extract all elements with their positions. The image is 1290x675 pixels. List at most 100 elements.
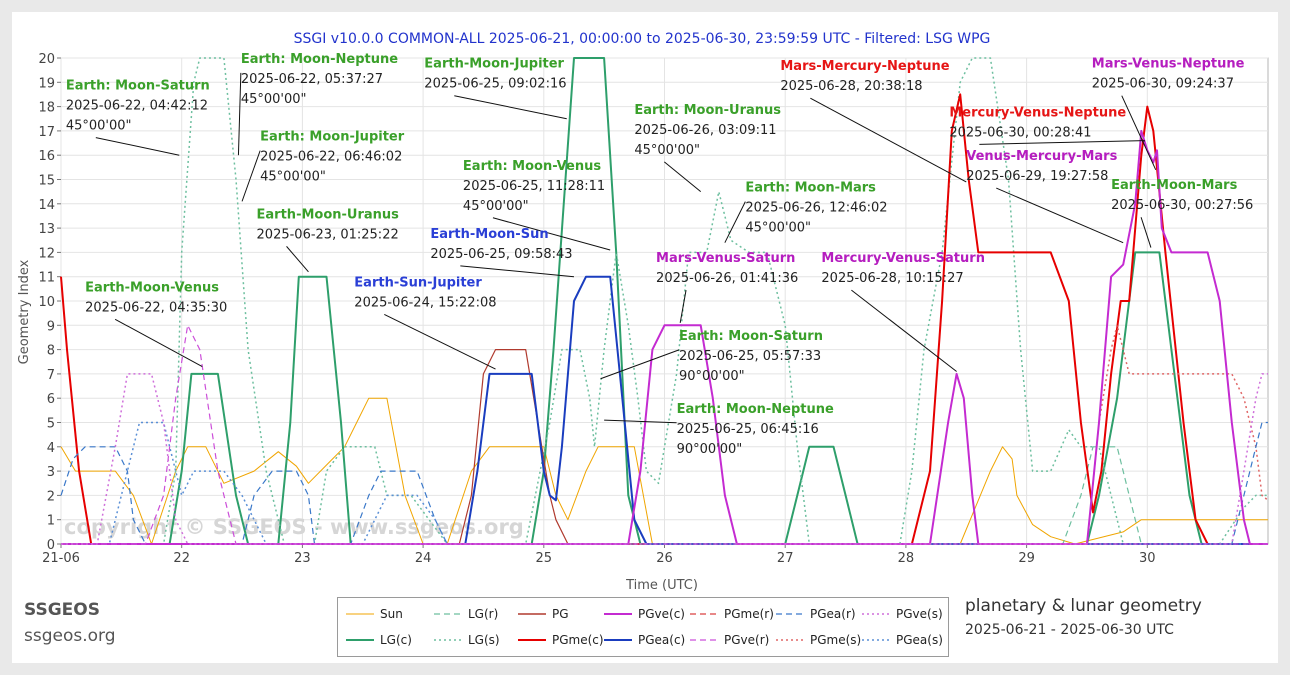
annotation: Earth: Moon-Saturn 2025-06-22, 04:42:12 45…: [66, 79, 210, 156]
legend-label: LG(r): [468, 607, 499, 621]
series-line-pgme-s: [61, 324, 1269, 545]
brand-name: SSGEOS: [24, 600, 100, 620]
legend-label: PGve(c): [638, 607, 685, 621]
series-line-pgve-s: [61, 373, 1268, 545]
annotation-detail: 45°00'00": [260, 170, 326, 185]
annotation-detail: 2025-06-25, 09:02:16: [424, 77, 566, 92]
legend-swatch: [690, 613, 718, 615]
annotation-leader: [810, 97, 967, 183]
legend-label: PGve(s): [896, 607, 943, 621]
annotation: Earth: Moon-Jupiter 2025-06-22, 06:46:02 4…: [241, 130, 405, 202]
x-tick-label: 21-06: [42, 551, 80, 566]
legend-swatch: [346, 613, 374, 615]
annotation-detail: 45°00'00": [241, 92, 307, 107]
annotation-title: Earth: Moon-Saturn: [679, 329, 823, 344]
annotation-leader: [1121, 95, 1157, 170]
annotation: Mars-Venus-Saturn 2025-06-26, 01:41:36: [656, 251, 798, 323]
chart-frame: 0 1 2 3 4 5 6 7 8 9 10 11 12 13 14 15 16 17 18 19 20 21-06 22 2…: [12, 12, 1278, 663]
annotation-detail: 2025-06-22, 04:42:12: [66, 99, 208, 114]
footer-title: planetary & lunar geometry: [965, 596, 1202, 616]
x-tick-label: 23: [294, 551, 311, 566]
annotation-leader: [95, 137, 180, 156]
legend-label: PGea(s): [896, 633, 943, 647]
y-tick-label: 0: [47, 538, 55, 553]
legend-swatch: [776, 613, 804, 615]
x-tick-label: 28: [898, 551, 915, 566]
annotation-title: Venus-Mercury-Mars: [966, 149, 1117, 164]
annotation: Mars-Mercury-Neptune 2025-06-28, 20:38:18: [780, 59, 967, 183]
legend-swatch: [776, 639, 804, 641]
series-line-pgea-s: [61, 421, 1268, 545]
series-line-lg-c: [61, 57, 1268, 545]
annotation-title: Mercury-Venus-Neptune: [949, 105, 1126, 120]
annotation-title: Earth: Moon-Neptune: [241, 52, 398, 67]
x-axis-label: Time (UTC): [625, 578, 698, 593]
x-tick-label: 26: [656, 551, 673, 566]
x-tick-label: 25: [536, 551, 553, 566]
annotation-detail: 90°00'00": [679, 369, 745, 384]
legend-swatch: [862, 639, 890, 641]
y-axis-label: Geometry Index: [17, 259, 32, 364]
annotation-detail: 2025-06-22, 06:46:02: [260, 150, 402, 165]
y-tick-label: 15: [38, 174, 55, 189]
legend-label: PGme(c): [552, 633, 604, 647]
annotation-detail: 2025-06-22, 04:35:30: [85, 300, 227, 315]
y-tick-label: 8: [47, 344, 55, 359]
annotation: Earth-Moon-Uranus 2025-06-23, 01:25:22: [257, 207, 399, 273]
annotation: Earth-Moon-Jupiter 2025-06-25, 09:02:16: [424, 57, 567, 120]
annotation-detail: 2025-06-28, 20:38:18: [780, 79, 922, 94]
x-tick-label: 29: [1018, 551, 1035, 566]
annotation-detail: 2025-06-30, 00:28:41: [949, 125, 1091, 140]
annotation-title: Mars-Mercury-Neptune: [780, 59, 949, 74]
legend-label: PGme(r): [724, 607, 774, 621]
legend-swatch: [346, 639, 374, 641]
annotation: Mercury-Venus-Neptune 2025-06-30, 00:28:4…: [949, 105, 1145, 145]
y-tick-label: 16: [38, 149, 55, 164]
annotation-leader: [384, 313, 496, 370]
annotation-leader: [664, 161, 702, 193]
annotation-detail: 2025-06-25, 11:28:11: [463, 179, 605, 194]
annotation: Earth: Moon-Venus 2025-06-25, 11:28:11 45°…: [463, 159, 611, 251]
annotation-detail: 2025-06-25, 05:57:33: [679, 349, 821, 364]
annotations: Earth: Moon-Saturn 2025-06-22, 04:42:12 45…: [66, 52, 1253, 457]
annotation-detail: 2025-06-25, 09:58:43: [430, 247, 572, 262]
annotation: Mars-Venus-Neptune 2025-06-30, 09:24:37: [1092, 57, 1245, 170]
annotation-leader: [454, 95, 567, 120]
annotation-title: Earth-Moon-Sun: [430, 227, 548, 242]
legend-label: PG: [552, 607, 569, 621]
annotation-title: Mars-Venus-Neptune: [1092, 57, 1245, 72]
series-line-pgea-c: [61, 275, 1268, 545]
brand-url: ssgeos.org: [24, 626, 116, 646]
annotation-detail: 2025-06-22, 05:37:27: [241, 72, 383, 87]
annotation: Earth-Sun-Jupiter 2025-06-24, 15:22:08: [354, 275, 497, 370]
legend-swatch: [862, 613, 890, 615]
annotation-leader: [237, 72, 242, 156]
legend-swatch: [604, 613, 632, 615]
annotation-detail: 2025-06-28, 10:15:27: [821, 271, 963, 286]
annotation-leader: [114, 318, 203, 368]
annotation-title: Earth: Moon-Uranus: [634, 103, 781, 118]
annotation-leader: [286, 246, 309, 273]
annotation-leader: [679, 290, 687, 323]
y-tick-label: 14: [38, 198, 55, 213]
grid: [60, 57, 1269, 545]
annotation-title: Earth: Moon-Saturn: [66, 79, 210, 94]
legend-swatch: [434, 639, 462, 641]
legend-label: LG(c): [380, 633, 412, 647]
annotation-leader: [600, 349, 680, 380]
annotation-detail: 2025-06-29, 19:27:58: [966, 169, 1108, 184]
annotation-leader: [996, 187, 1124, 244]
annotation: Earth: Moon-Neptune 2025-06-25, 06:45:16 9…: [604, 402, 834, 457]
annotation-detail: 2025-06-26, 12:46:02: [745, 201, 887, 216]
watermark: copyright © SSGEOS - www.ssgeos.org: [64, 515, 524, 539]
annotation-detail: 45°00'00": [66, 119, 132, 134]
y-tick-label: 3: [47, 465, 55, 480]
x-tick-label: 30: [1139, 551, 1156, 566]
y-tick-label: 6: [47, 392, 55, 407]
annotation-title: Earth-Sun-Jupiter: [354, 275, 482, 290]
annotation-leader: [979, 140, 1145, 145]
y-tick-label: 11: [38, 271, 55, 286]
legend-swatch: [518, 639, 546, 641]
